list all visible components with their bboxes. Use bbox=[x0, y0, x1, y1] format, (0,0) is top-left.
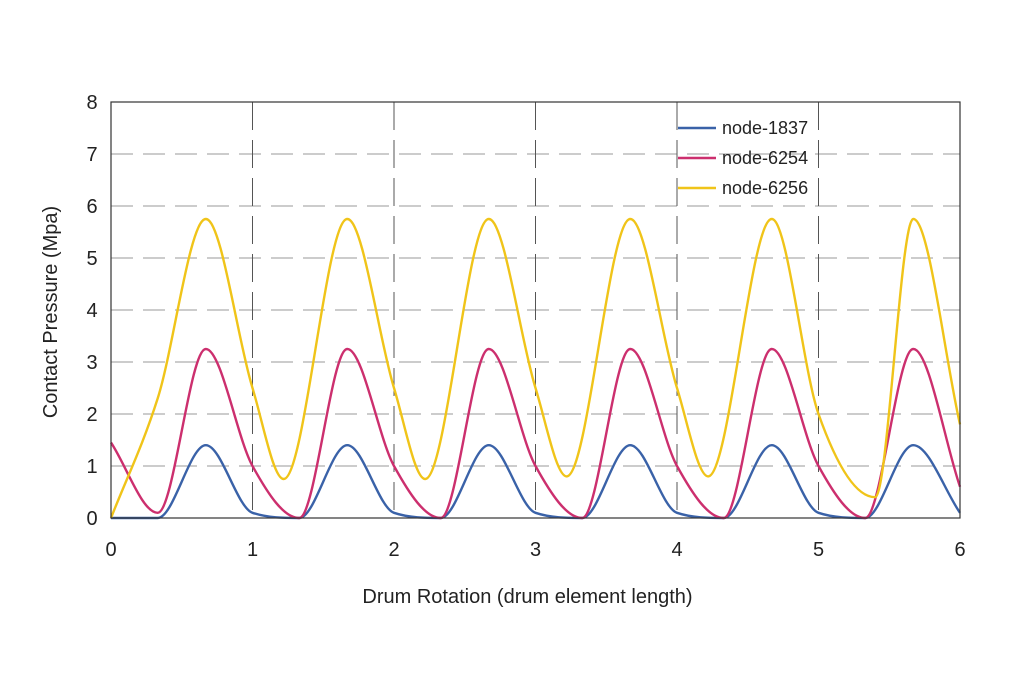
legend-label: node-6256 bbox=[722, 178, 808, 198]
x-tick-label: 2 bbox=[388, 539, 399, 561]
x-tick-label: 5 bbox=[813, 539, 824, 561]
y-tick-label: 6 bbox=[86, 196, 97, 218]
y-tick-label: 3 bbox=[86, 352, 97, 374]
x-tick-label: 6 bbox=[954, 539, 965, 561]
y-tick-label: 4 bbox=[86, 300, 97, 322]
y-tick-label: 1 bbox=[86, 456, 97, 478]
series-line-node-6256 bbox=[109, 217, 962, 519]
legend-label: node-6254 bbox=[722, 148, 808, 168]
legend-item-node-6256: node-6256 bbox=[678, 178, 808, 198]
y-axis-title: Contact Pressure (Mpa) bbox=[40, 206, 62, 418]
y-tick-label: 8 bbox=[86, 92, 97, 114]
y-tick-label: 7 bbox=[86, 144, 97, 166]
series-lines bbox=[109, 217, 962, 520]
y-tick-label: 2 bbox=[86, 404, 97, 426]
legend-label: node-1837 bbox=[722, 118, 808, 138]
plot-frame bbox=[110, 101, 961, 519]
tick-labels: 0 1 2 3 4 5 6 0 1 2 3 4 5 6 7 8 bbox=[86, 92, 965, 561]
legend-item-node-1837: node-1837 bbox=[678, 118, 808, 138]
x-tick-label: 0 bbox=[105, 539, 116, 561]
legend-item-node-6254: node-6254 bbox=[678, 148, 808, 168]
x-tick-label: 4 bbox=[671, 539, 682, 561]
y-tick-label: 0 bbox=[86, 508, 97, 530]
series-line-node-6254 bbox=[110, 347, 962, 520]
x-tick-label: 1 bbox=[247, 539, 258, 561]
x-tick-label: 3 bbox=[530, 539, 541, 561]
y-tick-label: 5 bbox=[86, 248, 97, 270]
grid bbox=[111, 102, 960, 518]
legend: node-1837 node-6254 node-6256 bbox=[678, 118, 808, 198]
x-axis-title: Drum Rotation (drum element length) bbox=[362, 586, 692, 608]
series-line-node-1837 bbox=[111, 444, 961, 520]
